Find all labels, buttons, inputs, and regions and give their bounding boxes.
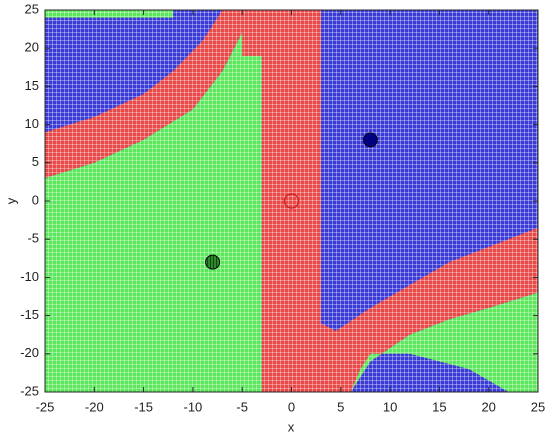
texture bbox=[45, 10, 538, 392]
x-tick-label: -10 bbox=[184, 399, 203, 414]
x-tick-label: 15 bbox=[432, 399, 446, 414]
attractor bbox=[362, 132, 378, 148]
x-tick-label: -20 bbox=[85, 399, 104, 414]
y-tick-label: 10 bbox=[25, 116, 39, 131]
x-tick-label: -5 bbox=[236, 399, 248, 414]
x-axis-label: x bbox=[288, 419, 295, 434]
markers bbox=[205, 132, 378, 270]
y-tick-label: -25 bbox=[20, 383, 39, 398]
y-tick-label: -5 bbox=[27, 231, 39, 246]
x-tick-label: 5 bbox=[337, 399, 344, 414]
y-tick-label: -10 bbox=[20, 269, 39, 284]
y-tick-label: -20 bbox=[20, 345, 39, 360]
x-tick-label: 20 bbox=[481, 399, 495, 414]
axes: -25 -20 -15 -10 -5 0 5 10 15 20 25 -25 -20 -15 -10 -5 0 5… bbox=[20, 1, 545, 414]
attractor bbox=[205, 254, 221, 270]
attractor bbox=[283, 193, 300, 209]
y-axis-label: y bbox=[3, 197, 18, 204]
x-tick-label: 10 bbox=[383, 399, 397, 414]
y-tick-label: 20 bbox=[25, 40, 39, 55]
y-tick-label: 25 bbox=[25, 1, 39, 16]
y-tick-label: 5 bbox=[32, 154, 39, 169]
x-tick-label: -25 bbox=[36, 399, 55, 414]
y-tick-label: 0 bbox=[32, 192, 39, 207]
y-tick-label: 15 bbox=[25, 78, 39, 93]
x-tick-label: -15 bbox=[134, 399, 153, 414]
x-tick-label: 0 bbox=[288, 399, 295, 414]
y-tick-label: -15 bbox=[20, 307, 39, 322]
x-tick-label: 25 bbox=[531, 399, 545, 414]
